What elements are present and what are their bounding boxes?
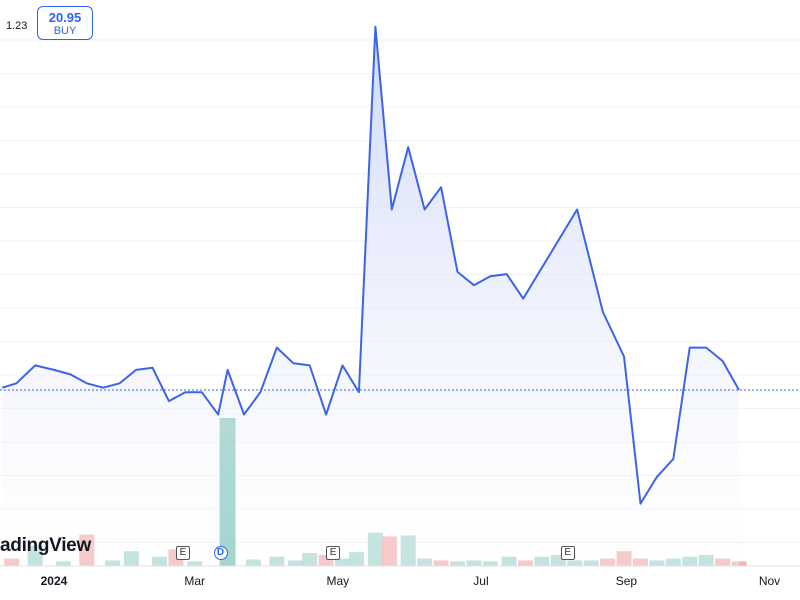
buy-price-value: 20.95: [48, 10, 82, 25]
earnings-marker[interactable]: E: [560, 546, 575, 560]
price-area-fill: [2, 26, 740, 566]
buy-price-button[interactable]: 20.95 BUY: [37, 6, 93, 40]
volume-bar: [731, 561, 747, 566]
x-tick-label: May: [326, 574, 350, 588]
buy-label: BUY: [53, 25, 77, 37]
dividend-marker[interactable]: D: [213, 546, 228, 560]
x-tick-label: Jul: [473, 574, 489, 588]
price-line[interactable]: [2, 25, 740, 505]
earnings-marker[interactable]: E: [326, 546, 341, 560]
x-tick-label: Mar: [184, 574, 206, 588]
y-axis-top-label: 1.23: [6, 20, 28, 32]
x-tick-label: 2024: [40, 574, 68, 588]
tradingview-watermark: adingView: [0, 535, 91, 556]
x-tick-label: Sep: [615, 574, 638, 588]
earnings-marker[interactable]: E: [175, 546, 190, 560]
x-tick-label: Nov: [758, 574, 781, 588]
